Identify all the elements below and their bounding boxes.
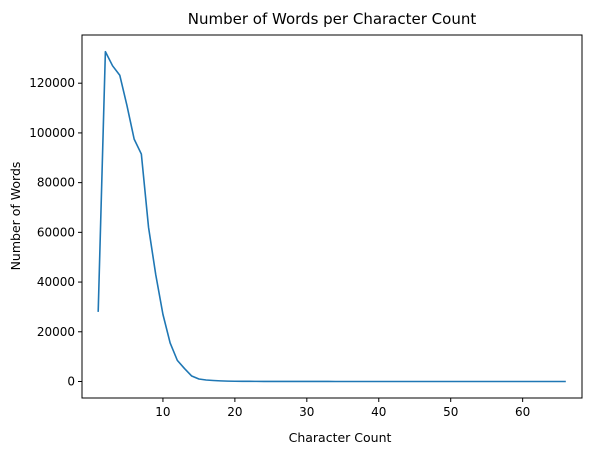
y-tick-label: 0 [67,374,75,388]
y-axis-label: Number of Words [8,162,23,271]
series-line [97,50,566,383]
x-tick-label: 30 [299,405,314,419]
x-tick-label: 50 [443,405,458,419]
x-tick-label: 40 [371,405,386,419]
y-tick-label: 20000 [37,325,75,339]
y-tick-label: 40000 [37,275,75,289]
y-axis: 0 20000 40000 60000 80000 100000 120000 [29,76,82,388]
x-tick-label: 60 [515,405,530,419]
x-axis-label: Character Count [289,430,392,445]
y-tick-label: 60000 [37,225,75,239]
x-axis: 10 20 30 40 50 60 [155,398,530,419]
plot-area [81,34,583,399]
y-tick-label: 80000 [37,176,75,190]
x-tick-label: 10 [155,405,170,419]
chart-title: Number of Words per Character Count [188,10,477,28]
y-tick-label: 120000 [29,76,75,90]
y-tick-label: 100000 [29,126,75,140]
x-tick-label: 20 [227,405,242,419]
